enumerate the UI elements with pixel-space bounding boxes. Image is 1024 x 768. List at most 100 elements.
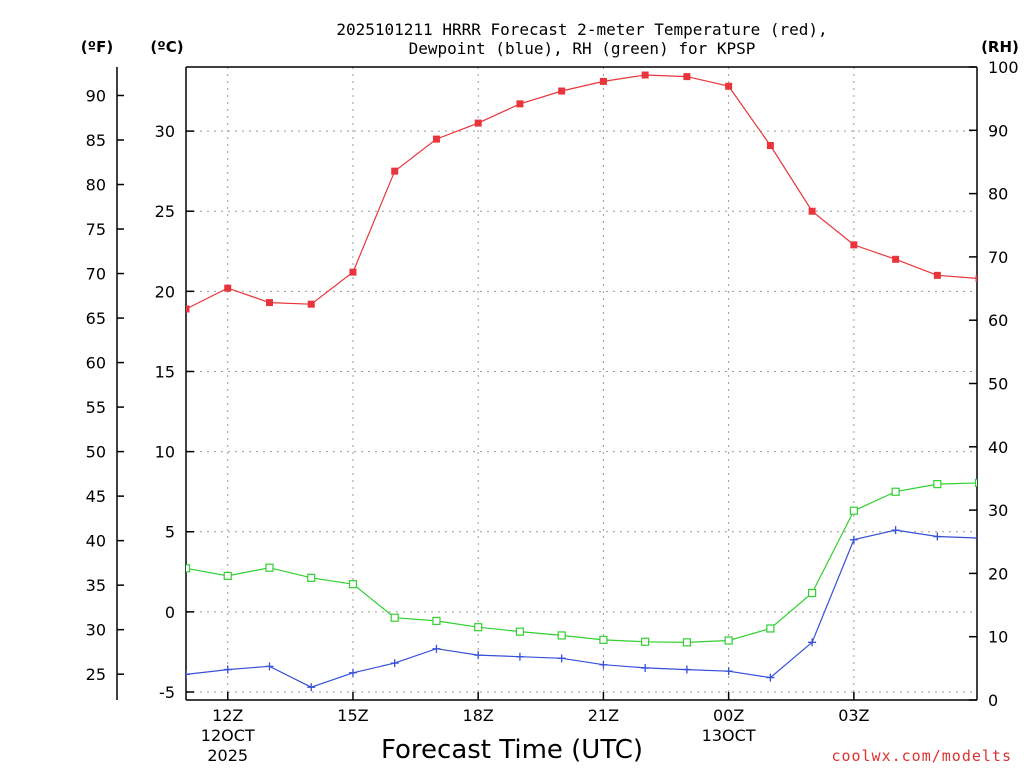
rh-tick-label-10: 100 (988, 58, 1019, 77)
temperature-point-9 (558, 87, 566, 95)
time-tick-label-4: 00Z (713, 706, 744, 725)
rh-point-2 (265, 563, 274, 572)
rh-tick-label-5: 50 (988, 375, 1008, 394)
celsius-tick-label-1: 0 (165, 603, 175, 622)
time-tick-date-4: 13OCT (702, 726, 756, 745)
rh-point-18 (933, 480, 942, 489)
temperature-point-1 (224, 284, 232, 292)
dewpoint-point-9 (557, 654, 566, 663)
temperature-point-5 (391, 167, 399, 175)
rh-tick-label-6: 60 (988, 311, 1008, 330)
rh-point-10 (599, 635, 608, 644)
time-tick-label-1: 15Z (337, 706, 368, 725)
rh-point-19 (974, 478, 977, 487)
fahrenheit-tick-label-5: 50 (86, 443, 106, 462)
dewpoint-point-5 (390, 659, 399, 668)
celsius-tick-label-3: 10 (155, 443, 175, 462)
fahrenheit-tick-label-0: 25 (86, 665, 106, 684)
fahrenheit-tick-label-10: 75 (86, 220, 106, 239)
temperature-point-10 (599, 77, 607, 85)
rh-point-16 (849, 506, 858, 515)
fahrenheit-tick-label-6: 55 (86, 398, 106, 417)
dewpoint-point-13 (724, 667, 733, 676)
dewpoint-point-6 (432, 644, 441, 653)
rh-tick-label-3: 30 (988, 501, 1008, 520)
dewpoint-point-8 (515, 652, 524, 661)
fahrenheit-axis-ticks: 25 30 35 40 45 50 55 60 65 70 75 80 85 90 (86, 86, 124, 684)
rh-tick-label-9: 90 (988, 121, 1008, 140)
temperature-point-7 (474, 119, 482, 127)
temperature-point-4 (349, 268, 357, 276)
temperature-point-0 (186, 305, 190, 313)
rh-axis-ticks: 0 10 20 30 40 50 60 70 80 90 100 (969, 58, 1019, 710)
gridlines (186, 67, 977, 700)
rh-point-12 (682, 638, 691, 647)
rh-tick-label-4: 40 (988, 438, 1008, 457)
dewpoint-point-14 (766, 673, 775, 682)
celsius-axis-ticks: -5 0 5 10 15 20 25 30 (155, 122, 194, 702)
temperature-point-6 (432, 135, 440, 143)
rh-line (186, 482, 977, 644)
celsius-tick-label-0: -5 (159, 683, 175, 702)
series-temperature (186, 71, 977, 313)
x-axis-title: Forecast Time (UTC) (381, 735, 643, 765)
dewpoint-point-1 (223, 665, 232, 674)
dewpoint-point-0 (186, 670, 190, 679)
temperature-line (186, 74, 977, 310)
rh-point-6 (432, 616, 441, 625)
data-series (186, 71, 977, 692)
rh-tick-label-7: 70 (988, 248, 1008, 267)
celsius-tick-label-4: 15 (155, 362, 175, 381)
temperature-point-11 (641, 71, 649, 79)
rh-tick-label-1: 10 (988, 628, 1008, 647)
rh-point-0 (186, 564, 191, 573)
series-dewpoint (186, 526, 977, 692)
rh-tick-label-2: 20 (988, 564, 1008, 583)
rh-point-1 (223, 571, 232, 581)
fahrenheit-tick-label-1: 30 (86, 621, 106, 640)
celsius-unit-label: (ºC) (150, 38, 183, 56)
celsius-tick-label-6: 25 (155, 202, 175, 221)
temperature-point-14 (766, 142, 774, 150)
rh-point-15 (808, 588, 817, 598)
rh-point-8 (515, 627, 525, 636)
fahrenheit-tick-label-13: 90 (86, 86, 106, 105)
dewpoint-point-2 (265, 662, 274, 671)
rh-unit-label: (RH) (981, 38, 1019, 56)
dewpoint-point-19 (975, 537, 977, 539)
fahrenheit-tick-label-9: 70 (86, 265, 106, 284)
temperature-point-15 (808, 207, 816, 215)
rh-tick-label-0: 0 (988, 691, 998, 710)
credit-link[interactable]: coolwx.com/modelts (831, 747, 1012, 765)
celsius-tick-label-2: 5 (165, 523, 175, 542)
series-rh (186, 478, 977, 647)
temperature-point-8 (516, 100, 524, 108)
rh-point-13 (724, 636, 733, 645)
dewpoint-point-4 (348, 668, 357, 677)
rh-point-14 (766, 624, 775, 633)
dewpoint-point-7 (474, 651, 483, 660)
fahrenheit-unit-label: (ºF) (81, 38, 113, 56)
time-tick-year-0: 2025 (207, 746, 248, 765)
rh-tick-label-8: 80 (988, 185, 1008, 204)
temperature-point-12 (683, 73, 691, 81)
temperature-point-3 (307, 300, 315, 308)
rh-point-5 (390, 613, 399, 622)
temperature-point-16 (850, 241, 858, 249)
temperature-point-13 (725, 82, 733, 90)
fahrenheit-tick-label-7: 60 (86, 354, 106, 373)
time-tick-label-2: 18Z (463, 706, 494, 725)
rh-point-4 (348, 580, 358, 589)
fahrenheit-tick-label-2: 35 (86, 576, 106, 595)
temperature-point-18 (933, 271, 941, 279)
dewpoint-point-17 (891, 526, 900, 535)
dewpoint-point-3 (307, 683, 316, 692)
time-tick-label-0: 12Z (212, 706, 243, 725)
dewpoint-point-15 (808, 638, 817, 647)
dewpoint-point-18 (933, 532, 942, 541)
rh-point-7 (474, 623, 483, 632)
dewpoint-line (186, 529, 977, 688)
time-tick-date-0: 12OCT (201, 726, 255, 745)
